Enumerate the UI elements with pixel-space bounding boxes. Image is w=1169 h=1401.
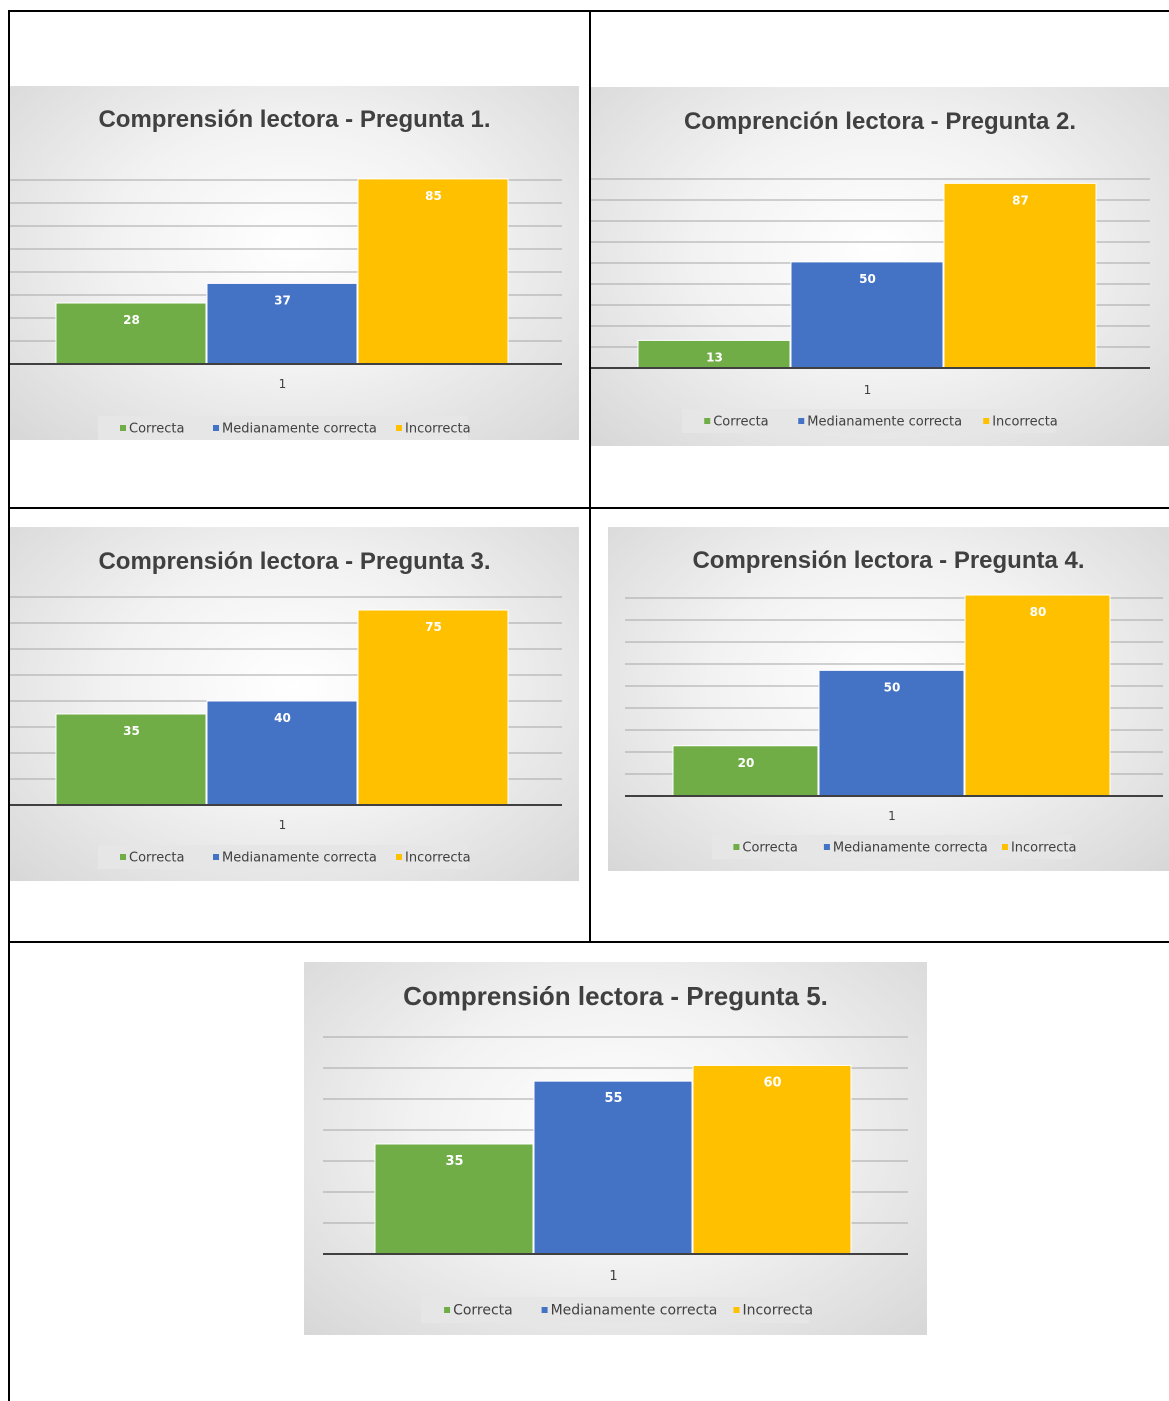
legend: Correcta Medianamente correcta Incorrecta: [98, 845, 471, 869]
legend-label: Incorrecta: [992, 415, 1058, 430]
x-tick-label: 1: [888, 809, 896, 823]
bar-incorrecta: [357, 609, 509, 806]
legend-swatch: [798, 418, 805, 424]
data-label: 20: [738, 756, 755, 770]
chart-title: Comprensión lectora - Pregunta 4.: [692, 547, 1084, 574]
chart-svg-2: Comprención lectora - Pregunta 2. 13 50 87 1…: [591, 108, 1150, 433]
legend-label: Medianamente correcta: [807, 415, 962, 430]
table-divider-row2: [8, 941, 1169, 943]
data-label: 85: [425, 189, 442, 203]
x-tick-label: 1: [279, 818, 287, 832]
bar-correcta: [55, 302, 207, 365]
data-label: 35: [445, 1154, 463, 1169]
legend-swatch: [983, 418, 990, 424]
legend-label: Correcta: [129, 851, 184, 866]
legend-label: Correcta: [453, 1303, 513, 1319]
legend-swatch: [704, 418, 711, 424]
legend-swatch: [396, 425, 402, 431]
bar-correcta: [55, 713, 207, 806]
legend-swatch: [120, 425, 126, 431]
legend-swatch: [733, 844, 740, 850]
bar-incorrecta: [943, 182, 1097, 369]
chart-pregunta-2: Comprención lectora - Pregunta 2. 13 50 87 1…: [591, 87, 1169, 446]
chart-svg-5: Comprensión lectora - Pregunta 5. 35 55 60 1…: [323, 981, 908, 1323]
bar-medianamente-correcta: [818, 669, 965, 797]
table-divider-row1: [8, 507, 1169, 509]
bar-incorrecta: [692, 1064, 852, 1255]
chart-title: Comprensión lectora - Pregunta 5.: [403, 981, 828, 1011]
legend-swatch: [444, 1307, 451, 1313]
x-tick-label: 1: [864, 383, 872, 397]
data-label: 50: [859, 272, 876, 286]
table-divider-vertical: [589, 10, 591, 942]
chart-svg-3: Comprensión lectora - Pregunta 3. 35 40 75 1…: [10, 548, 562, 869]
legend: Correcta Medianamente correcta Incorrecta: [98, 416, 471, 440]
legend-swatch: [120, 854, 126, 860]
legend-label: Incorrecta: [405, 422, 471, 437]
legend-box: [98, 845, 468, 869]
chart-pregunta-1: Comprensión lectora - Pregunta 1. 28 37 85 1…: [10, 86, 579, 440]
legend-swatch: [541, 1307, 548, 1313]
data-label: 60: [763, 1075, 781, 1090]
data-label: 35: [123, 724, 140, 738]
bar-correcta: [672, 745, 819, 797]
chart-title: Comprención lectora - Pregunta 2.: [684, 108, 1076, 135]
legend: Correcta Medianamente correcta Incorrecta: [682, 409, 1058, 433]
bar-correcta: [374, 1143, 534, 1255]
chart-svg-1: Comprensión lectora - Pregunta 1. 28 37 85 1…: [10, 106, 562, 440]
data-label: 55: [604, 1091, 622, 1106]
legend-label: Incorrecta: [405, 851, 471, 866]
data-label: 75: [425, 620, 442, 634]
legend: Correcta Medianamente correcta Incorrecta: [421, 1297, 813, 1323]
chart-pregunta-5: Comprensión lectora - Pregunta 5. 35 55 60 1…: [304, 962, 927, 1335]
data-label: 87: [1012, 193, 1029, 207]
chart-svg-4: Comprensión lectora - Pregunta 4. 20 50 80 1…: [625, 547, 1163, 859]
x-tick-label: 1: [609, 1269, 617, 1284]
legend-swatch: [823, 844, 830, 850]
chart-title: Comprensión lectora - Pregunta 3.: [98, 548, 490, 575]
chart-title: Comprensión lectora - Pregunta 1.: [98, 106, 490, 133]
legend: Correcta Medianamente correcta Incorrecta: [712, 835, 1077, 859]
legend-label: Medianamente correcta: [222, 851, 377, 866]
legend-swatch: [213, 854, 219, 860]
x-tick-label: 1: [279, 377, 287, 391]
legend-label: Medianamente correcta: [222, 422, 377, 437]
legend-label: Correcta: [742, 841, 797, 856]
data-label: 13: [706, 350, 723, 364]
legend-box: [712, 835, 1072, 859]
legend-label: Correcta: [129, 422, 184, 437]
data-label: 28: [123, 313, 140, 327]
chart-pregunta-3: Comprensión lectora - Pregunta 3. 35 40 75 1…: [10, 527, 579, 881]
table-border-left: [8, 10, 10, 1401]
legend-swatch: [213, 425, 219, 431]
legend-label: Medianamente correcta: [833, 841, 988, 856]
bar-incorrecta: [964, 594, 1111, 797]
legend-swatch: [396, 854, 402, 860]
data-label: 80: [1030, 605, 1047, 619]
legend-label: Correcta: [713, 415, 768, 430]
legend-label: Medianamente correcta: [551, 1303, 718, 1319]
data-label: 40: [274, 711, 291, 725]
bar-correcta: [637, 339, 791, 369]
legend-swatch: [733, 1307, 740, 1313]
legend-swatch: [1001, 844, 1008, 850]
table-border-top: [8, 10, 1169, 12]
bar-medianamente-correcta: [533, 1080, 693, 1255]
data-label: 37: [274, 293, 291, 307]
legend-box: [98, 416, 468, 440]
bar-medianamente-correcta: [790, 261, 944, 369]
data-label: 50: [884, 680, 901, 694]
legend-box: [421, 1297, 809, 1323]
bar-incorrecta: [357, 178, 509, 365]
chart-pregunta-4: Comprensión lectora - Pregunta 4. 20 50 80 1…: [608, 527, 1169, 871]
bar-medianamente-correcta: [206, 700, 358, 806]
legend-label: Incorrecta: [742, 1303, 813, 1319]
legend-box: [682, 409, 1056, 433]
legend-label: Incorrecta: [1011, 841, 1077, 856]
